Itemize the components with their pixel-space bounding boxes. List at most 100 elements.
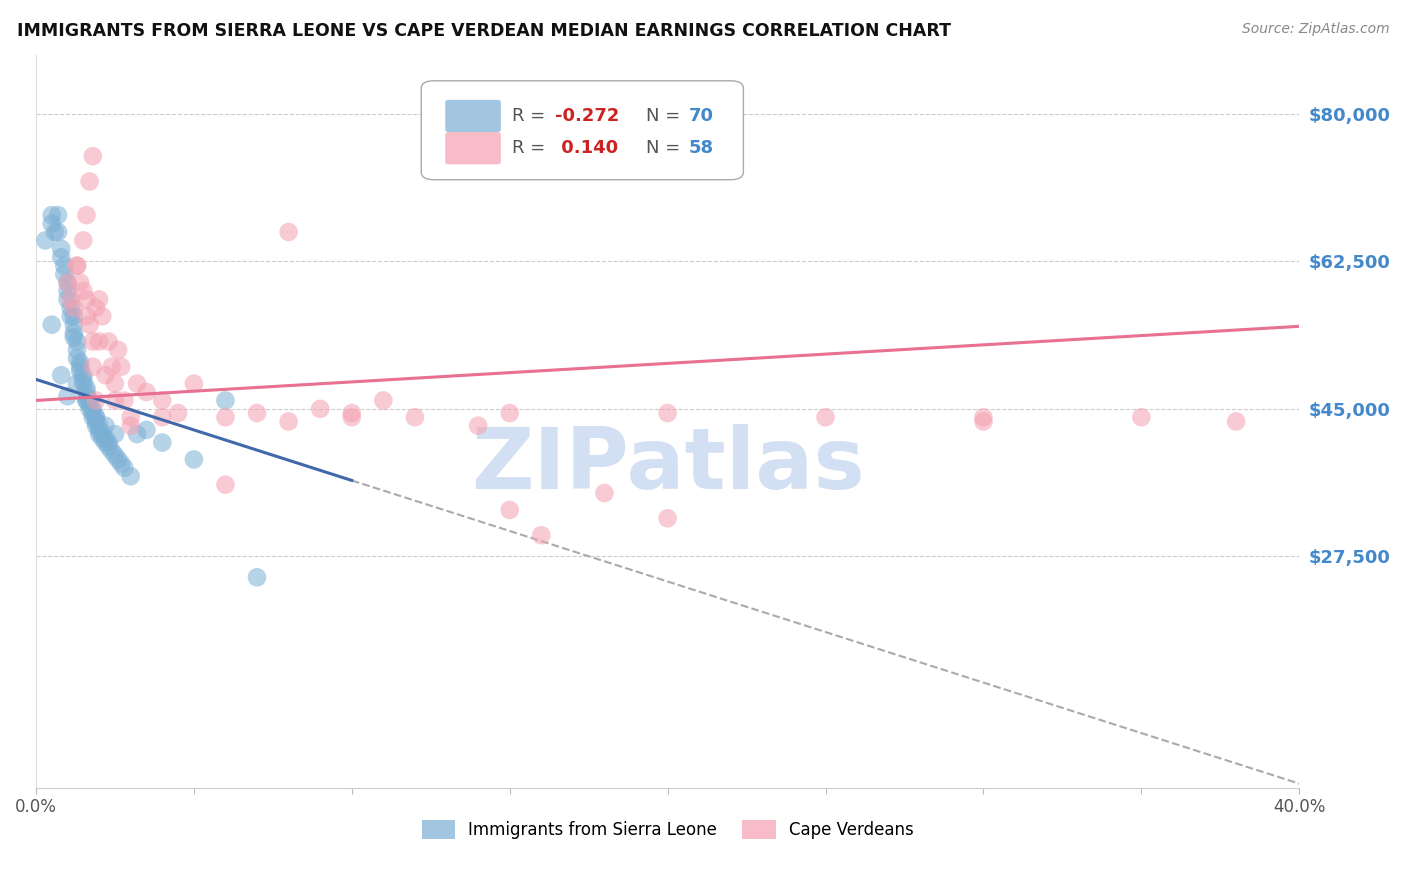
Point — [657, 406, 679, 420]
Point — [125, 427, 148, 442]
Point — [41, 208, 63, 222]
Point — [82, 149, 104, 163]
Point — [72, 368, 94, 383]
Text: IMMIGRANTS FROM SIERRA LEONE VS CAPE VERDEAN MEDIAN EARNINGS CORRELATION CHART: IMMIGRANTS FROM SIERRA LEONE VS CAPE VER… — [17, 22, 950, 40]
Text: -0.272: -0.272 — [555, 107, 620, 125]
Point — [84, 418, 107, 433]
Point — [79, 318, 101, 332]
Point — [63, 301, 86, 315]
Legend: Immigrants from Sierra Leone, Cape Verdeans: Immigrants from Sierra Leone, Cape Verde… — [415, 813, 921, 846]
Point — [972, 415, 994, 429]
Point — [150, 393, 173, 408]
Text: N =: N = — [647, 107, 686, 125]
Point — [41, 318, 63, 332]
Point — [69, 276, 91, 290]
Point — [97, 334, 120, 349]
Point — [100, 444, 122, 458]
Point — [183, 376, 205, 391]
Point — [120, 410, 142, 425]
Point — [499, 503, 522, 517]
Text: ZIPatlas: ZIPatlas — [471, 424, 865, 507]
Point — [46, 225, 69, 239]
Point — [63, 318, 86, 332]
Point — [120, 469, 142, 483]
FancyBboxPatch shape — [446, 132, 501, 164]
Point — [84, 415, 107, 429]
Point — [46, 208, 69, 222]
Point — [79, 398, 101, 412]
Point — [112, 393, 135, 408]
Point — [404, 410, 426, 425]
Point — [100, 359, 122, 374]
Point — [94, 368, 117, 383]
Point — [56, 293, 79, 307]
Point — [76, 208, 98, 222]
Point — [107, 452, 129, 467]
Point — [1130, 410, 1153, 425]
Point — [82, 401, 104, 416]
Point — [135, 423, 157, 437]
Text: Source: ZipAtlas.com: Source: ZipAtlas.com — [1241, 22, 1389, 37]
Point — [87, 418, 110, 433]
Point — [82, 406, 104, 420]
Point — [340, 410, 363, 425]
Point — [530, 528, 553, 542]
Point — [76, 381, 98, 395]
Point — [277, 415, 299, 429]
Point — [84, 393, 107, 408]
Point — [94, 418, 117, 433]
Point — [66, 259, 89, 273]
Point — [214, 410, 236, 425]
Point — [34, 234, 56, 248]
Point — [657, 511, 679, 525]
Point — [150, 410, 173, 425]
Point — [82, 410, 104, 425]
Point — [91, 427, 114, 442]
Point — [63, 326, 86, 340]
Text: R =: R = — [512, 107, 551, 125]
Point — [56, 389, 79, 403]
Point — [87, 334, 110, 349]
Point — [499, 406, 522, 420]
Text: 0.140: 0.140 — [555, 139, 619, 157]
Point — [76, 293, 98, 307]
Point — [104, 376, 127, 391]
Point — [76, 393, 98, 408]
Point — [59, 310, 82, 324]
Point — [82, 334, 104, 349]
Point — [66, 376, 89, 391]
Point — [76, 393, 98, 408]
Point — [87, 423, 110, 437]
Point — [69, 364, 91, 378]
Point — [72, 376, 94, 391]
Point — [72, 234, 94, 248]
Point — [79, 393, 101, 408]
Point — [125, 376, 148, 391]
Point — [51, 242, 73, 256]
Point — [340, 406, 363, 420]
Point — [110, 457, 132, 471]
Point — [94, 431, 117, 445]
Text: R =: R = — [512, 139, 551, 157]
Point — [84, 410, 107, 425]
Point — [72, 372, 94, 386]
Point — [76, 310, 98, 324]
Point — [66, 343, 89, 357]
Point — [1225, 415, 1247, 429]
Point — [87, 293, 110, 307]
Point — [112, 460, 135, 475]
Text: 58: 58 — [689, 139, 714, 157]
Point — [56, 284, 79, 298]
Point — [97, 435, 120, 450]
Point — [66, 334, 89, 349]
Point — [66, 259, 89, 273]
FancyBboxPatch shape — [446, 100, 501, 132]
Point — [63, 310, 86, 324]
Point — [59, 301, 82, 315]
Point — [76, 384, 98, 399]
Point — [91, 431, 114, 445]
Point — [41, 217, 63, 231]
Point — [110, 359, 132, 374]
Point — [56, 276, 79, 290]
Point — [69, 355, 91, 369]
